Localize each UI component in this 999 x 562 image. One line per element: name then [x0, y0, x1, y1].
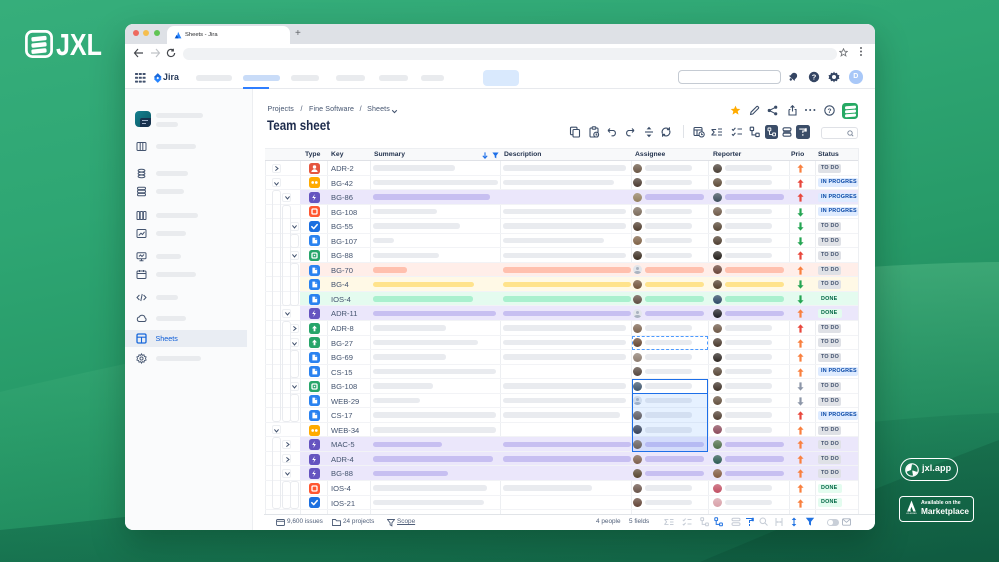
svg-text:ATLASSIAN: ATLASSIAN [906, 512, 917, 515]
svg-text:?: ? [811, 73, 816, 82]
svg-text:Σ: Σ [711, 127, 717, 138]
svg-text:?: ? [827, 108, 831, 115]
svg-text:Σ: Σ [664, 518, 669, 527]
